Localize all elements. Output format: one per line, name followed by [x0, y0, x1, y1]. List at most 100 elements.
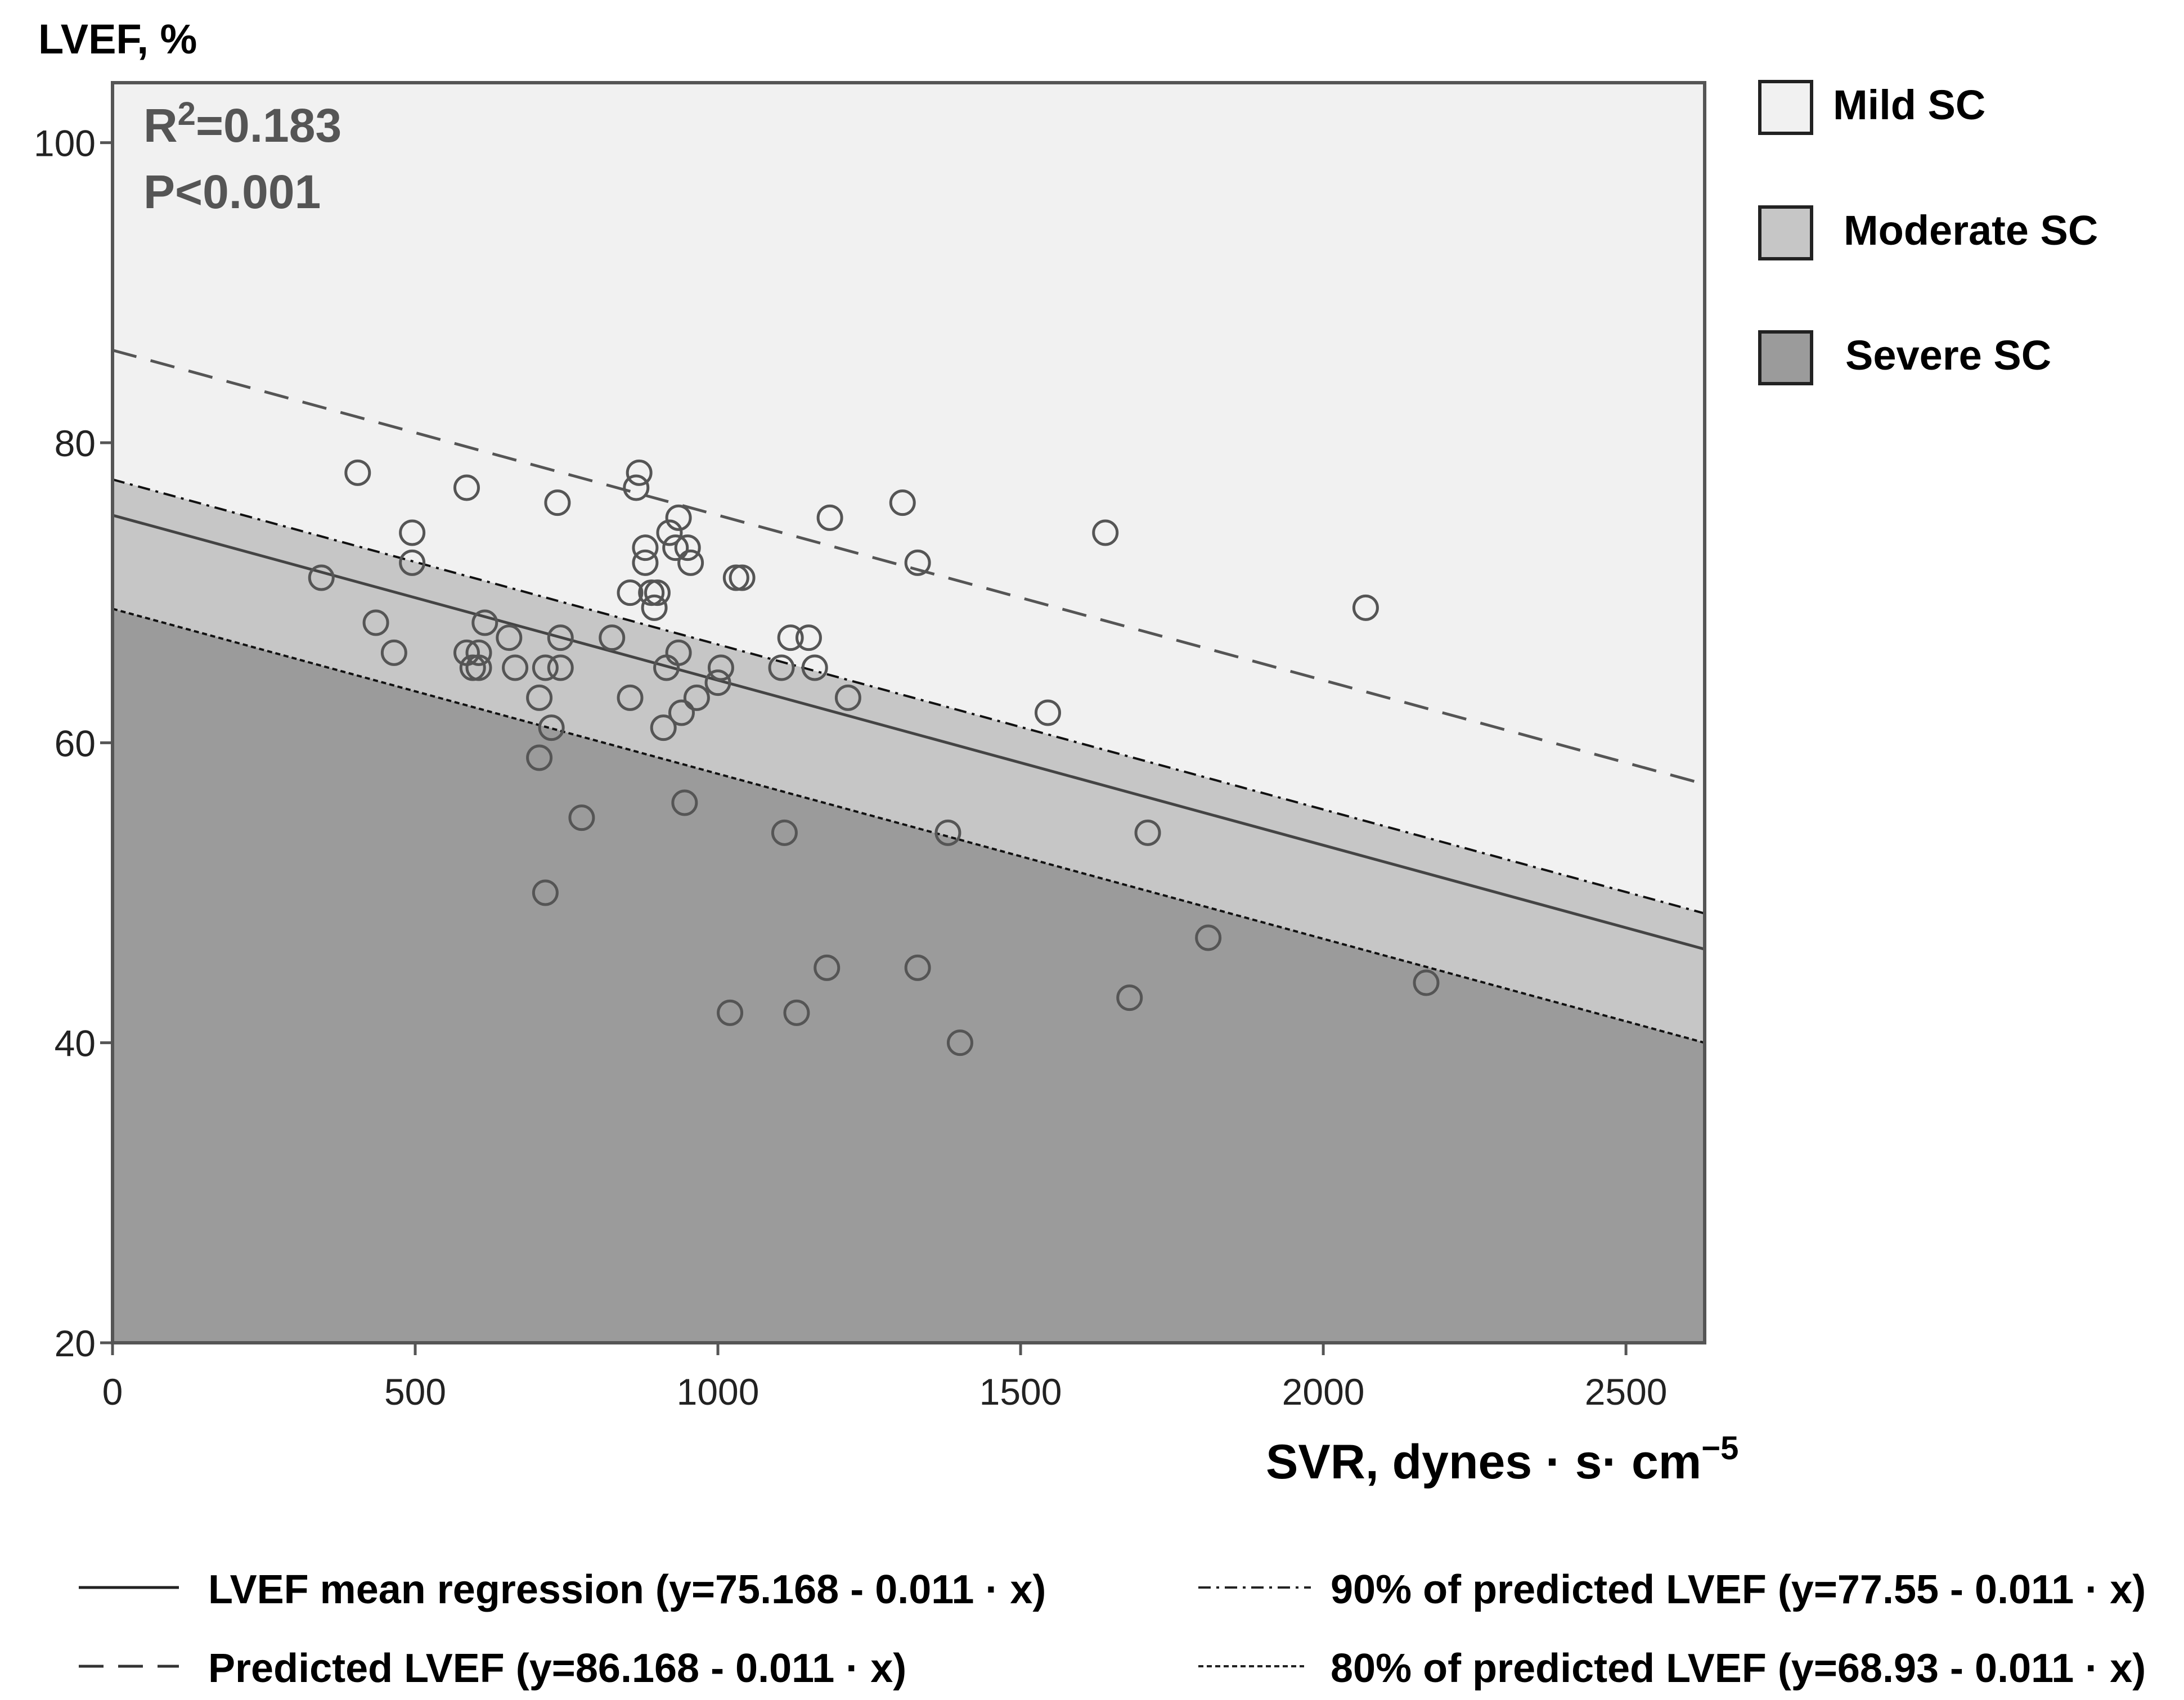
y-axis: 20 40 60 80 100 [34, 123, 113, 1364]
y-axis-title: LVEF, % [38, 16, 197, 62]
data-point [671, 789, 698, 816]
data-point [532, 879, 559, 906]
legend-label-p90: 90% of predicted LVEF (y=77.55 - 0.011 ·… [1331, 1567, 2146, 1612]
data-point [934, 819, 961, 846]
data-point [1195, 924, 1222, 951]
data-point [814, 954, 841, 981]
data-point [502, 654, 529, 681]
r-squared-prefix: R [143, 99, 178, 152]
x-tick-label: 0 [102, 1371, 123, 1413]
data-point [641, 594, 668, 621]
data-point [683, 684, 710, 711]
x-axis-title-exponent: −5 [1701, 1430, 1738, 1467]
data-point [946, 1029, 973, 1056]
y-tick-label: 100 [34, 123, 96, 164]
data-point [380, 639, 407, 666]
line-p80 [113, 608, 1705, 1044]
data-point [889, 489, 916, 516]
data-point [1352, 594, 1379, 621]
y-tick-label: 40 [55, 1023, 96, 1064]
x-axis: 0 500 1000 1500 2000 2500 [102, 1343, 1668, 1413]
x-tick-label: 1500 [979, 1371, 1062, 1413]
x-axis-title-main: SVR, dynes · s· cm [1266, 1435, 1701, 1489]
data-point [665, 504, 692, 531]
data-point [308, 564, 335, 591]
data-point [674, 534, 701, 561]
data-point [465, 654, 492, 681]
data-point [665, 639, 692, 666]
x-tick-label: 500 [384, 1371, 446, 1413]
data-point [768, 654, 795, 681]
data-point [399, 519, 426, 546]
y-tick-label: 20 [55, 1323, 96, 1364]
band-legend: Mild SC Moderate SC Severe SC [1758, 80, 2098, 385]
data-point [783, 999, 810, 1026]
data-point [344, 459, 371, 486]
data-point [459, 654, 486, 681]
data-point [544, 489, 571, 516]
legend-swatch-moderate [1758, 205, 1813, 260]
data-point [599, 624, 626, 651]
data-point [722, 564, 749, 591]
data-point [795, 624, 822, 651]
data-point [538, 714, 565, 741]
legend-swatch-mild [1758, 80, 1813, 135]
data-point [729, 564, 756, 591]
data-point [904, 954, 931, 981]
data-point [526, 684, 553, 711]
x-tick-label: 2000 [1282, 1371, 1365, 1413]
legend-label-mild: Mild SC [1833, 82, 1985, 128]
data-point [632, 549, 659, 576]
data-point [532, 654, 559, 681]
plot-frame [111, 81, 1706, 1344]
x-tick-label: 2500 [1585, 1371, 1668, 1413]
data-point [834, 684, 861, 711]
data-point [771, 819, 798, 846]
data-point [547, 624, 574, 651]
y-tick-label: 60 [55, 722, 96, 764]
data-point [496, 624, 523, 651]
data-point [617, 684, 644, 711]
data-point [1116, 984, 1143, 1011]
r-squared-exponent: 2 [178, 96, 196, 132]
data-point [816, 504, 843, 531]
legend-label-predicted: Predicted LVEF (y=86.168 - 0.011 · x) [208, 1646, 906, 1691]
line-legend: LVEF mean regression (y=75.168 - 0.011 ·… [79, 1567, 2146, 1691]
legend-label-p80: 80% of predicted LVEF (y=68.93 - 0.011 ·… [1331, 1646, 2146, 1691]
data-point [707, 654, 734, 681]
data-point [547, 654, 574, 681]
data-point [399, 549, 426, 576]
x-axis-title: SVR, dynes · s· cm−5 [1266, 1430, 1738, 1489]
legend-swatch-severe [1758, 330, 1813, 385]
line-p90 [113, 478, 1705, 915]
y-tick-label: 80 [55, 422, 96, 464]
data-point [623, 474, 650, 501]
data-point [1134, 819, 1161, 846]
data-point [362, 609, 389, 636]
plot-area [113, 83, 1705, 1343]
data-point [638, 579, 665, 606]
data-point [704, 669, 731, 696]
legend-label-moderate: Moderate SC [1844, 207, 2098, 254]
data-point [1034, 699, 1061, 726]
data-point [717, 999, 744, 1026]
data-point [526, 744, 553, 771]
r-squared-value: =0.183 [196, 99, 341, 152]
line-mean [113, 514, 1705, 951]
data-point [650, 714, 677, 741]
data-point [801, 654, 828, 681]
data-point [1092, 519, 1119, 546]
p-value-label: P<0.001 [143, 165, 321, 218]
legend-label-mean: LVEF mean regression (y=75.168 - 0.011 ·… [208, 1567, 1046, 1612]
data-point [568, 804, 595, 831]
legend-label-severe: Severe SC [1845, 332, 2051, 379]
x-tick-label: 1000 [677, 1371, 760, 1413]
data-point [668, 699, 695, 726]
r-squared-label: R2=0.183 [143, 96, 341, 152]
data-point [617, 579, 644, 606]
data-point [453, 474, 480, 501]
data-point [1413, 969, 1440, 996]
data-point [471, 609, 498, 636]
data-point [904, 549, 931, 576]
